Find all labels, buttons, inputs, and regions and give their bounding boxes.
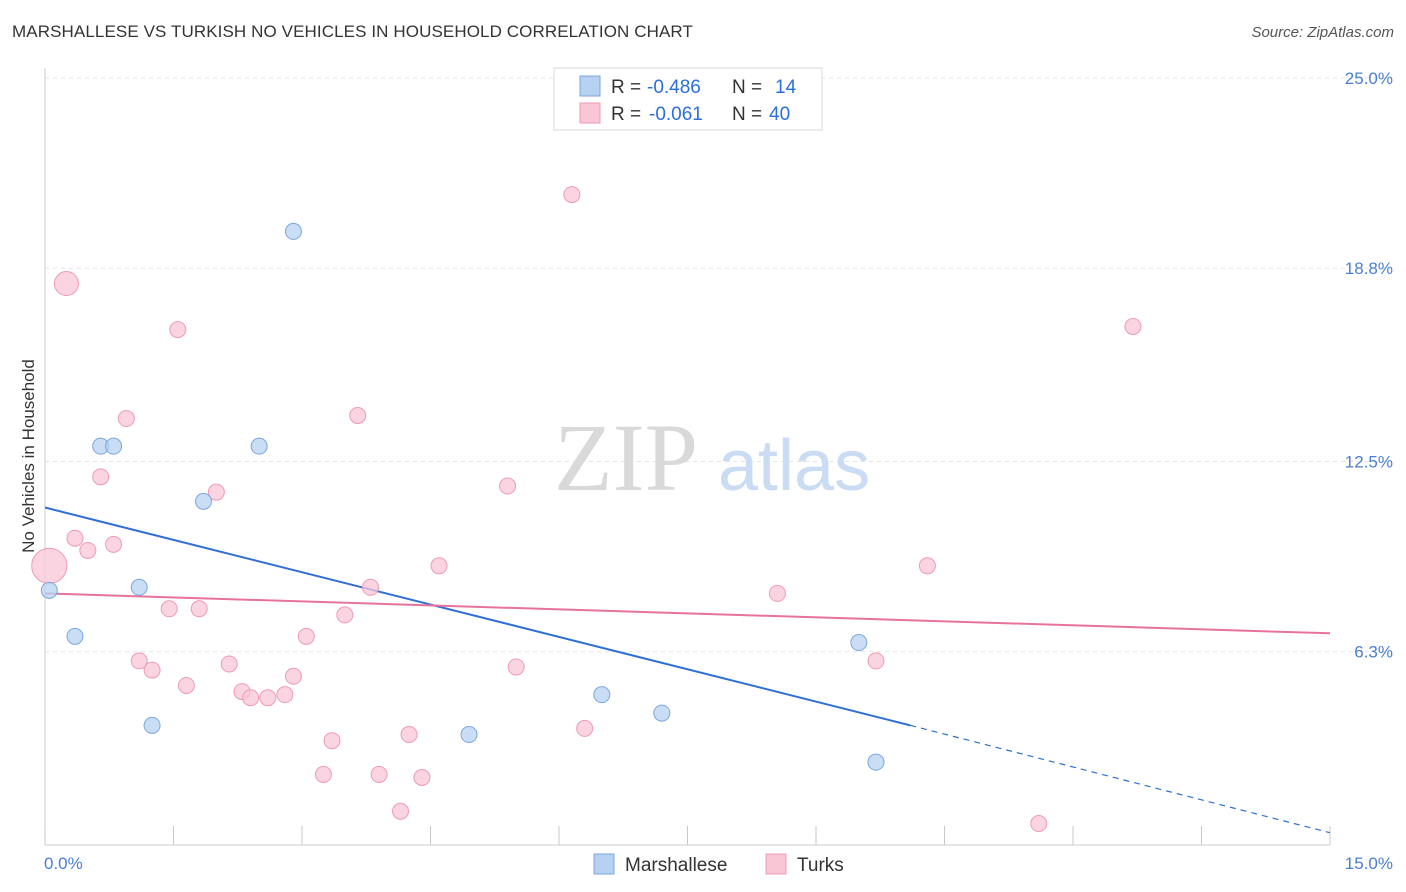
point-turks (336, 606, 354, 624)
point-turks (284, 667, 302, 685)
chart-title: MARSHALLESE VS TURKISH NO VEHICLES IN HO… (12, 22, 693, 41)
legend-swatch-turks (579, 102, 601, 124)
point-turks (242, 689, 260, 707)
watermark-zip: ZIP (554, 404, 698, 511)
point-turks (1030, 815, 1048, 833)
point-turks (323, 732, 341, 750)
point-turks (392, 802, 410, 820)
point-marshallese (284, 222, 302, 240)
bottom-legend-marshallese: Marshallese (625, 855, 727, 876)
point-turks (867, 652, 885, 670)
point-turks (400, 726, 418, 744)
trend-line-marshallese (44, 506, 911, 727)
bottom-legend-swatch-marshallese (593, 853, 615, 875)
grid-lines (45, 77, 1392, 653)
point-turks (370, 765, 388, 783)
scatter-points (31, 186, 1142, 833)
legend-r-value: -0.486 (647, 77, 701, 98)
legend-n-value: 14 (775, 77, 797, 98)
y-tick-label: 12.5% (1345, 453, 1393, 472)
point-marshallese (593, 686, 611, 704)
point-marshallese (460, 726, 478, 744)
legend-r-value: -0.061 (649, 104, 703, 125)
point-turks (1124, 318, 1142, 336)
point-turks (105, 535, 123, 553)
point-marshallese (653, 704, 671, 722)
point-turks (349, 406, 367, 424)
point-turks (66, 529, 84, 547)
point-turks (177, 676, 195, 694)
legend-swatch-marshallese (579, 75, 601, 97)
y-tick-label: 6.3% (1354, 643, 1393, 662)
point-turks (53, 271, 79, 297)
bottom-legend: Marshallese Turks (593, 853, 844, 876)
point-turks (31, 547, 68, 584)
point-turks (563, 186, 581, 204)
legend-r-label: R = (611, 77, 641, 98)
point-turks (499, 477, 517, 495)
point-turks (220, 655, 238, 673)
watermark-atlas: atlas (718, 426, 870, 506)
point-marshallese (867, 753, 885, 771)
bottom-legend-swatch-turks (765, 853, 787, 875)
y-axis-label: No Vehicles in Household (19, 359, 38, 553)
x-tick-label: 0.0% (44, 854, 83, 873)
point-turks (130, 652, 148, 670)
point-turks (362, 578, 380, 596)
point-marshallese (143, 716, 161, 734)
point-marshallese (250, 437, 268, 455)
point-turks (143, 661, 161, 679)
point-marshallese (130, 578, 148, 596)
point-turks (918, 557, 936, 575)
point-turks (117, 410, 135, 428)
point-turks (169, 321, 187, 339)
point-turks (276, 686, 294, 704)
point-turks (576, 719, 594, 737)
point-marshallese (105, 437, 123, 455)
y-tick-label: 18.8% (1345, 259, 1393, 278)
legend-n-label: N = (732, 77, 762, 98)
legend-n-label: N = (732, 104, 762, 125)
point-turks (430, 557, 448, 575)
y-tick-label: 25.0% (1345, 69, 1393, 88)
bottom-legend-turks: Turks (797, 855, 844, 876)
x-tick-label: 15.0% (1345, 854, 1393, 873)
trend-line-marshallese-extension (910, 724, 1331, 834)
point-turks (413, 769, 431, 787)
point-turks (190, 600, 208, 618)
tick-labels: 6.3% 12.5% 18.8% 25.0% 0.0% 15.0% (44, 69, 1393, 873)
point-turks (314, 765, 332, 783)
source-label: Source: ZipAtlas.com (1251, 24, 1394, 41)
legend-n-value: 40 (769, 104, 790, 125)
point-turks (207, 483, 225, 501)
axes (44, 68, 1331, 846)
trend-lines (44, 506, 1331, 834)
point-marshallese (850, 634, 868, 652)
point-turks (160, 600, 178, 618)
point-marshallese (194, 492, 212, 510)
point-marshallese (40, 581, 58, 599)
point-marshallese (66, 627, 84, 645)
point-turks (297, 627, 315, 645)
point-turks (79, 541, 97, 559)
point-turks (92, 468, 110, 486)
legend: R = -0.486 N = 14 R = -0.061 N = 40 (553, 67, 823, 131)
legend-r-label: R = (611, 104, 641, 125)
point-turks (507, 658, 525, 676)
trend-line-turks (44, 592, 1331, 635)
point-turks (259, 689, 277, 707)
point-turks (768, 584, 786, 602)
watermark: ZIP atlas (554, 404, 870, 511)
